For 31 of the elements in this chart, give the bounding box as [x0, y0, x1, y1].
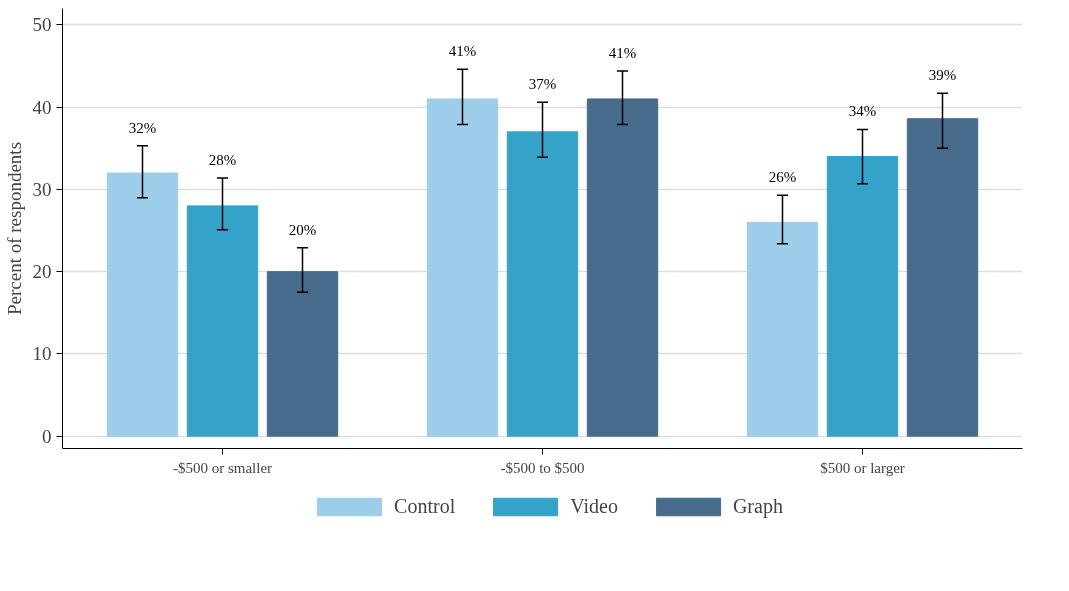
bar	[586, 98, 659, 437]
legend-label: Video	[570, 494, 618, 518]
y-tick-label: 30	[32, 178, 52, 200]
bar	[426, 98, 499, 437]
data-label: 39%	[928, 67, 957, 84]
y-tick-label: 40	[32, 96, 52, 118]
bar	[746, 221, 819, 437]
y-tick-label: 50	[32, 14, 52, 36]
bar	[106, 172, 179, 437]
y-tick-label: 20	[32, 261, 52, 283]
x-tick-label: -$500 to $500	[500, 459, 585, 476]
bar	[906, 118, 979, 437]
data-label: 34%	[848, 103, 877, 120]
bar	[266, 271, 339, 437]
bar	[506, 131, 579, 437]
data-label: 41%	[608, 45, 637, 61]
data-label: 26%	[768, 169, 797, 186]
legend-label: Control	[394, 494, 456, 518]
y-tick-label: 10	[32, 343, 52, 365]
data-label: 28%	[208, 151, 237, 168]
y-tick-label: 0	[42, 425, 52, 447]
legend-label: Graph	[732, 494, 783, 518]
x-tick-label: $500 or larger	[820, 459, 905, 476]
y-axis-title: Percent of respondents	[3, 141, 25, 316]
data-label: 41%	[448, 43, 477, 60]
data-label: 32%	[128, 119, 157, 136]
x-tick-label: -$500 or smaller	[172, 459, 273, 476]
bar	[186, 205, 259, 437]
data-label: 20%	[288, 221, 317, 238]
bar	[826, 156, 899, 437]
data-label: 37%	[528, 76, 557, 93]
